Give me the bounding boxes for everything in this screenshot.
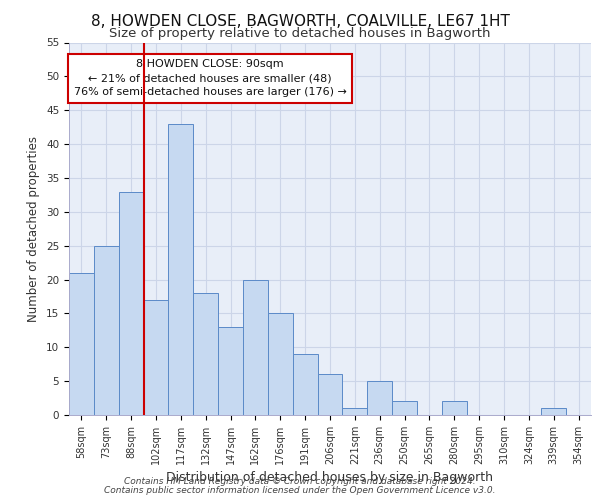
Bar xyxy=(243,280,268,415)
Bar xyxy=(69,273,94,415)
Bar xyxy=(442,402,467,415)
Bar xyxy=(218,327,243,415)
Text: Size of property relative to detached houses in Bagworth: Size of property relative to detached ho… xyxy=(109,28,491,40)
Bar xyxy=(541,408,566,415)
Text: Contains HM Land Registry data © Crown copyright and database right 2024.: Contains HM Land Registry data © Crown c… xyxy=(124,477,476,486)
Bar xyxy=(143,300,169,415)
Text: Contains public sector information licensed under the Open Government Licence v3: Contains public sector information licen… xyxy=(104,486,496,495)
Bar xyxy=(193,293,218,415)
Bar xyxy=(268,314,293,415)
Bar xyxy=(119,192,143,415)
Bar xyxy=(293,354,317,415)
Bar xyxy=(367,381,392,415)
Bar xyxy=(94,246,119,415)
Text: 8, HOWDEN CLOSE, BAGWORTH, COALVILLE, LE67 1HT: 8, HOWDEN CLOSE, BAGWORTH, COALVILLE, LE… xyxy=(91,14,509,29)
Bar xyxy=(392,402,417,415)
Bar xyxy=(343,408,367,415)
Y-axis label: Number of detached properties: Number of detached properties xyxy=(28,136,40,322)
Bar xyxy=(169,124,193,415)
Bar xyxy=(317,374,343,415)
Text: 8 HOWDEN CLOSE: 90sqm
← 21% of detached houses are smaller (48)
76% of semi-deta: 8 HOWDEN CLOSE: 90sqm ← 21% of detached … xyxy=(74,60,346,98)
X-axis label: Distribution of detached houses by size in Bagworth: Distribution of detached houses by size … xyxy=(167,471,493,484)
